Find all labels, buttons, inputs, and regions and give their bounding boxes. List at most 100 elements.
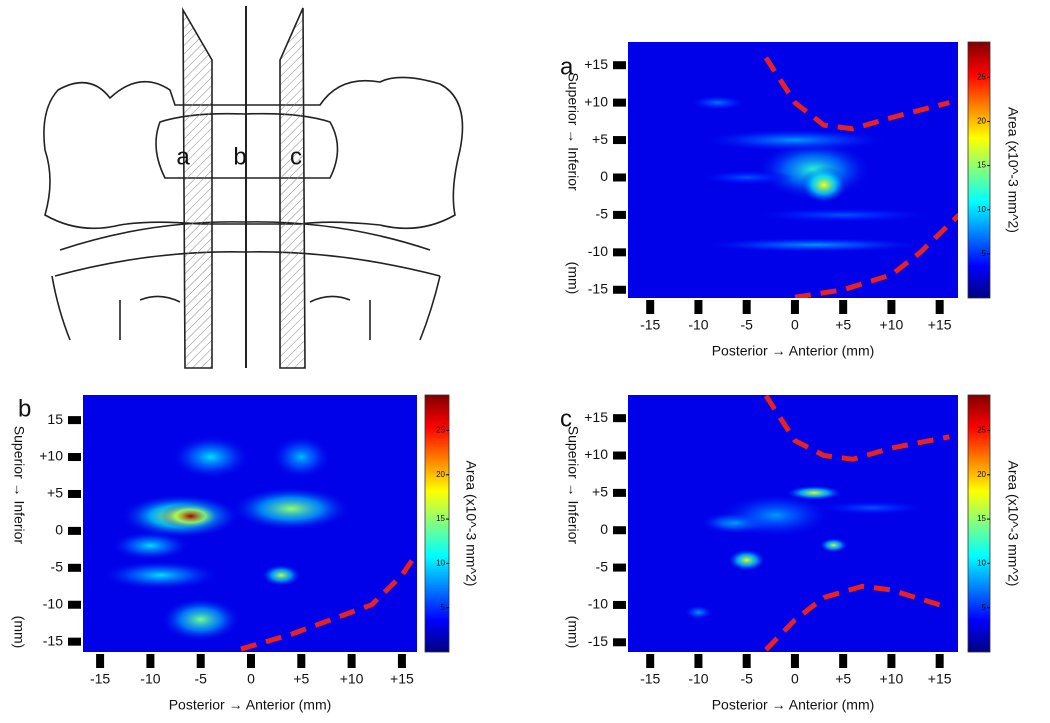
heat-spot	[785, 485, 844, 501]
x-tick	[347, 654, 356, 668]
x-tick	[790, 654, 799, 668]
y-tick	[68, 637, 81, 646]
y-tick-label: +5	[592, 131, 608, 147]
x-tick-label: +5	[835, 671, 851, 687]
colorbar-tick-label: 5	[982, 603, 987, 612]
y-tick-label: 0	[600, 521, 608, 537]
colorbar-tick-label: 25	[436, 426, 445, 435]
heat-spot	[717, 492, 834, 538]
y-tick	[68, 453, 81, 462]
heat-spot	[160, 597, 241, 642]
colorbar-tick-label: 10	[977, 558, 986, 567]
y-tick-label: +5	[592, 484, 608, 500]
panel-letter: b	[18, 395, 31, 422]
x-tick	[887, 654, 896, 668]
plot-area	[628, 395, 958, 652]
x-tick-label: -10	[140, 671, 160, 687]
y-tick	[613, 488, 626, 497]
y-tick	[613, 414, 626, 423]
x-tick	[839, 654, 848, 668]
diagram-label: b	[233, 143, 246, 170]
heatmap-panel: -15 -10 -5 0 +5 +10 +15 +15 +10 +5 0 -5 -10 -15 5 10 15 2…	[560, 394, 1021, 713]
y-tick-label: +10	[39, 448, 63, 464]
y-tick	[613, 173, 626, 182]
y-axis-unit: (mm)	[11, 616, 27, 649]
boundary-line	[763, 56, 950, 132]
boundary-line	[764, 583, 941, 652]
x-tick-label: +15	[928, 671, 952, 687]
y-tick	[613, 526, 626, 535]
y-tick	[68, 600, 81, 609]
colorbar	[424, 394, 450, 653]
colorbar-tick-label: 15	[436, 514, 445, 523]
x-tick-label: -15	[640, 671, 660, 687]
heat-spot	[271, 434, 332, 480]
y-tick	[613, 638, 626, 647]
x-tick	[935, 654, 944, 668]
heat-spot	[683, 604, 713, 620]
boundary-line	[763, 395, 950, 462]
y-tick-label: -15	[43, 632, 63, 648]
y-tick-label: -5	[51, 559, 64, 575]
outline	[43, 76, 464, 230]
y-tick	[613, 285, 626, 294]
colorbar-tick-label: 20	[977, 470, 986, 479]
heat-spot	[698, 170, 795, 185]
y-tick	[68, 489, 81, 498]
heat-spot	[100, 560, 221, 590]
y-tick-label: 15	[47, 411, 63, 427]
boundary-line	[240, 559, 415, 652]
y-tick-label: +5	[47, 485, 63, 501]
x-axis-label: Posterior → Anterior (mm)	[712, 697, 875, 713]
y-axis-unit: (mm)	[565, 262, 581, 295]
colorbar-tick-label: 5	[441, 603, 446, 612]
y-tick-label: 0	[55, 522, 63, 538]
x-tick	[839, 300, 848, 314]
y-tick	[613, 563, 626, 572]
x-tick-label: -10	[688, 671, 708, 687]
x-tick-label: +5	[835, 317, 851, 333]
heat-spot	[814, 500, 931, 516]
y-tick-label: -15	[588, 633, 608, 649]
heat-spot	[819, 537, 848, 553]
x-tick	[297, 654, 306, 668]
x-tick	[247, 654, 256, 668]
colorbar-tick-label: 25	[977, 426, 986, 435]
x-axis-label: Posterior → Anterior (mm)	[712, 343, 875, 359]
colorbar-label: Area (x10^-3 mm^2)	[1005, 461, 1021, 587]
heat-spot	[746, 207, 940, 223]
y-tick-label: -5	[596, 206, 609, 222]
y-tick-label: -10	[588, 243, 608, 259]
diagram-label: a	[176, 143, 190, 170]
x-tick	[790, 300, 799, 314]
y-axis-unit: (mm)	[565, 616, 581, 649]
heat-spot	[698, 237, 931, 253]
y-tick-label: +10	[584, 93, 608, 109]
colorbar-tick-label: 10	[977, 205, 986, 214]
x-tick	[146, 654, 155, 668]
colorbar-label: Area (x10^-3 mm^2)	[1005, 107, 1021, 233]
x-tick-label: -15	[640, 317, 660, 333]
x-tick	[397, 654, 406, 668]
x-tick	[96, 654, 105, 668]
heat-spot	[727, 548, 766, 572]
x-tick	[694, 654, 703, 668]
colorbar-label: Area (x10^-3 mm^2)	[463, 461, 479, 587]
x-tick-label: -10	[688, 317, 708, 333]
y-axis-label: Superior → Inferior	[565, 426, 581, 545]
plot-area	[83, 395, 417, 652]
y-tick	[68, 526, 81, 535]
colorbar	[967, 41, 991, 299]
heat-spot	[230, 486, 352, 531]
x-tick-label: -5	[194, 671, 207, 687]
x-tick-label: +5	[293, 671, 309, 687]
x-tick	[935, 300, 944, 314]
heat-spot	[698, 128, 892, 152]
heatmap-panel: -15 -10 -5 0 +5 +10 +15 +15 +10 +5 0 -5 -10 -15 5 10 15 2…	[560, 41, 1021, 359]
x-tick-label: -5	[740, 317, 753, 333]
heat-spot	[799, 166, 848, 204]
y-tick-label: +10	[584, 446, 608, 462]
x-tick	[646, 654, 655, 668]
probe-a	[182, 6, 213, 369]
